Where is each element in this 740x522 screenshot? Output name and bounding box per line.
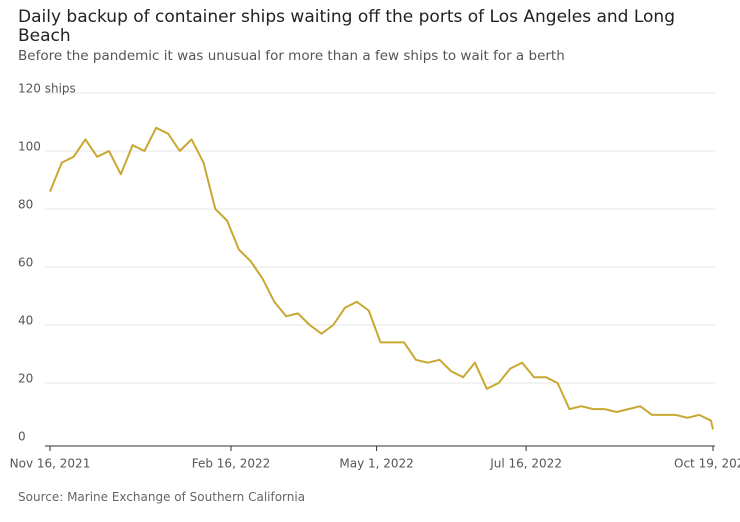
x-tick-label: Nov 16, 2021 <box>10 457 91 471</box>
y-tick-label: 60 <box>18 256 33 270</box>
y-tick-label: 100 <box>18 140 41 154</box>
source-note: Source: Marine Exchange of Southern Cali… <box>18 490 306 504</box>
chart-subtitle: Before the pandemic it was unusual for m… <box>18 48 565 64</box>
chart-title: Daily backup of container ships waiting … <box>18 7 675 46</box>
y-tick-label: 0 <box>18 430 26 444</box>
y-tick-label: 20 <box>18 372 33 386</box>
x-tick-label: Oct 19, 2022 <box>674 457 740 471</box>
x-tick-label: May 1, 2022 <box>339 457 413 471</box>
y-tick-label: 120 ships <box>18 82 76 96</box>
data-line <box>49 126 714 430</box>
x-tick-label: Feb 16, 2022 <box>192 457 271 471</box>
y-tick-label: 80 <box>18 198 33 212</box>
y-tick-label: 40 <box>18 314 33 328</box>
x-tick-label: Jul 16, 2022 <box>489 457 562 471</box>
